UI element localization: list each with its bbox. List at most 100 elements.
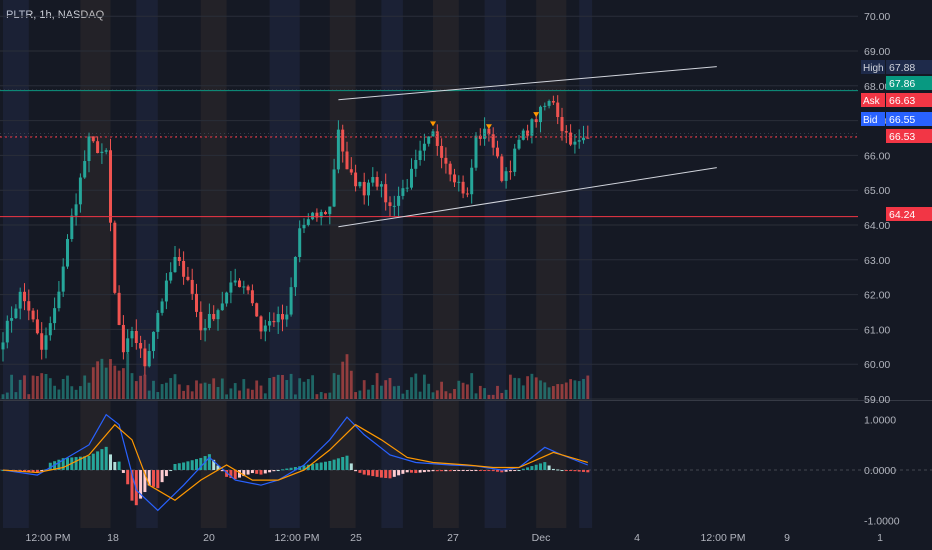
macd-histogram-bar — [487, 470, 491, 472]
price-tag-value: 64.24 — [889, 209, 915, 221]
volume-bar — [268, 377, 271, 399]
volume-bar — [216, 387, 220, 399]
macd-axis-tick-label: -1.0000 — [864, 515, 900, 527]
candle-body — [276, 314, 280, 323]
macd-histogram-bar — [496, 470, 499, 472]
volume-bar — [435, 390, 439, 399]
macd-histogram-bar — [431, 470, 435, 472]
volume-bar — [186, 385, 190, 399]
macd-histogram-bar — [457, 470, 461, 472]
macd-histogram-bar — [91, 453, 95, 471]
volume-bar — [410, 377, 413, 399]
macd-histogram-bar — [302, 465, 306, 471]
candle-body — [556, 102, 560, 118]
macd-histogram-bar — [414, 470, 418, 474]
candle-body — [302, 224, 306, 229]
candle-body — [448, 163, 452, 175]
candle-body — [564, 131, 568, 133]
macd-histogram-bar — [27, 470, 31, 472]
candle-body — [293, 257, 297, 288]
volume-bar — [87, 382, 91, 399]
macd-histogram-bar — [358, 470, 362, 473]
y-axis-tick-label: 61.00 — [864, 324, 890, 336]
macd-histogram-bar — [190, 460, 194, 471]
volume-bar — [79, 386, 82, 399]
session-band — [329, 0, 356, 528]
macd-histogram-bar — [440, 470, 444, 472]
macd-histogram-bar — [238, 470, 241, 478]
volume-bar — [169, 378, 173, 399]
macd-histogram-bar — [272, 470, 276, 472]
candle-body — [539, 106, 542, 123]
volume-bar — [453, 389, 456, 399]
volume-bar — [143, 374, 147, 399]
y-axis-tick-label: 65.00 — [864, 185, 890, 197]
volume-bar — [113, 365, 117, 399]
macd-histogram-bar — [324, 461, 327, 471]
candle-body — [483, 128, 487, 139]
candle-body — [547, 101, 551, 106]
volume-bar — [203, 382, 207, 399]
price-tag-bg — [886, 93, 932, 107]
volume-bar — [208, 383, 211, 399]
volume-bar — [263, 393, 267, 399]
candle-body — [336, 129, 340, 170]
macd-histogram-bar — [474, 470, 478, 472]
candle-body — [259, 316, 263, 332]
volume-bar — [139, 375, 142, 399]
price-tag-label-bg — [861, 112, 885, 126]
candle-body — [521, 130, 525, 140]
candle-body — [147, 351, 151, 367]
volume-bar — [298, 378, 302, 399]
macd-histogram-bar — [220, 470, 224, 472]
volume-bar — [474, 393, 478, 399]
volume-bar — [543, 382, 547, 399]
candle-body — [126, 338, 130, 353]
candle-body — [427, 136, 431, 144]
price-tag-bg — [886, 129, 932, 143]
volume-bar — [165, 382, 168, 399]
y-axis-tick-label: 69.00 — [864, 46, 890, 58]
macd-histogram-bar — [397, 470, 401, 476]
volume-bar — [577, 381, 581, 399]
volume-bar — [302, 381, 306, 399]
macd-histogram-bar — [259, 470, 263, 475]
candle-body — [14, 308, 18, 319]
volume-bar — [367, 389, 370, 399]
macd-histogram-bar — [560, 470, 564, 472]
macd-histogram-bar — [78, 456, 82, 471]
macd-histogram-bar — [225, 470, 229, 477]
candle-body — [109, 150, 112, 223]
volume-bar — [384, 380, 388, 399]
volume-bar — [311, 375, 314, 399]
signal-marker — [430, 121, 436, 127]
volume-bar — [281, 374, 284, 399]
volume-bar — [539, 380, 542, 399]
candle-body — [100, 151, 104, 154]
volume-bar — [362, 380, 366, 399]
macd-histogram-bar — [422, 470, 426, 473]
volume-bar — [294, 394, 297, 399]
macd-histogram-bar — [74, 457, 78, 471]
x-axis-tick-label: 9 — [784, 532, 790, 544]
candle-body — [207, 313, 211, 328]
volume-bar — [100, 358, 104, 399]
macd-histogram-bar — [427, 470, 431, 472]
macd-histogram-bar — [435, 470, 439, 472]
candle-body — [35, 319, 39, 334]
macd-histogram-bar — [504, 470, 508, 472]
volume-bar — [74, 389, 78, 399]
volume-bar — [337, 374, 340, 399]
macd-histogram-bar — [315, 463, 319, 471]
candle-body — [5, 320, 9, 343]
macd-histogram-bar — [83, 456, 87, 471]
macd-histogram-bar — [573, 470, 577, 472]
volume-bar — [354, 392, 357, 399]
session-band — [200, 0, 227, 528]
volume-bar — [332, 373, 336, 399]
volume-bar — [109, 359, 112, 399]
y-axis-tick-label: 66.00 — [864, 150, 890, 162]
price-tag-name: Bid — [863, 115, 877, 126]
candle-body — [53, 308, 57, 324]
